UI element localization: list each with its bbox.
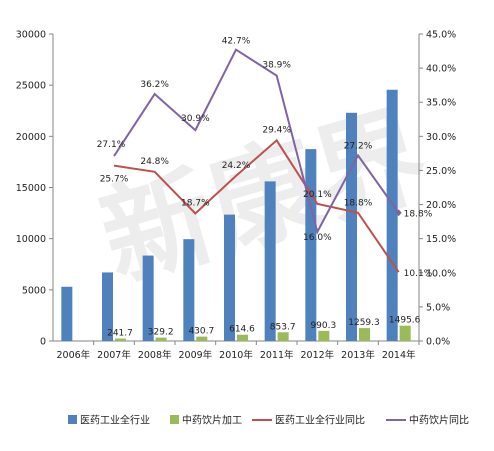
- bar-pharma-industry: [142, 255, 154, 341]
- bar-label-tcm-pieces: 1259.3: [348, 318, 380, 328]
- line-label-tcm-yoy: 42.7%: [222, 37, 251, 47]
- bar-pharma-industry: [264, 181, 276, 341]
- right-tick-label: 10.0%: [426, 268, 456, 279]
- line-label-pharma-yoy: 20.1%: [303, 190, 332, 200]
- bar-pharma-industry: [224, 214, 235, 341]
- bar-label-tcm-pieces: 430.7: [188, 327, 214, 337]
- line-label-tcm-yoy: 30.9%: [181, 114, 210, 124]
- x-tick-label: 2012年: [300, 349, 334, 361]
- x-tick-label: 2014年: [382, 349, 416, 361]
- legend-label: 医药工业全行业同比: [275, 414, 365, 427]
- data-labels: 241.7 329.2 430.7 614.6 853.7 990.3 1259.3 1495…: [97, 37, 433, 339]
- x-tick-label: 2009年: [178, 349, 212, 361]
- line-label-pharma-yoy: 18.8%: [344, 199, 373, 209]
- legend-swatch: [68, 415, 77, 424]
- legend-label: 中药饮片同比: [409, 414, 469, 427]
- line-label-tcm-yoy: 36.2%: [140, 80, 169, 90]
- marker-tcm-yoy: [395, 209, 402, 217]
- line-label-tcm-yoy: 18.8%: [404, 210, 433, 220]
- bar-label-tcm-pieces: 241.7: [107, 329, 133, 339]
- bar-tcm-pieces: [399, 325, 411, 341]
- bar-label-tcm-pieces: 329.2: [148, 328, 174, 338]
- bar-tcm-pieces: [155, 337, 167, 341]
- right-tick-label: 0.0%: [426, 337, 450, 348]
- legend-label: 医药工业全行业: [80, 414, 150, 427]
- x-tick-label: 2013年: [341, 349, 375, 361]
- bar-tcm-pieces: [115, 338, 126, 341]
- left-tick-label: 10000: [16, 234, 46, 245]
- line-tcm-yoy: [113, 48, 400, 235]
- bar-pharma-industry: [61, 286, 73, 341]
- line-label-pharma-yoy: 29.4%: [262, 125, 291, 135]
- line-label-tcm-yoy: 16.0%: [303, 233, 332, 243]
- axes: 0 5000 10000 15000 20000 25000 30000 0.0% 5.0% 10…: [16, 30, 456, 362]
- legend-label: 中药饮片加工: [182, 414, 242, 427]
- right-tick-label: 40.0%: [426, 64, 456, 75]
- right-tick-label: 15.0%: [426, 234, 456, 245]
- bar-tcm-pieces: [237, 334, 248, 341]
- line-label-pharma-yoy: 24.2%: [222, 161, 251, 171]
- bar-pharma-industry: [346, 112, 357, 342]
- line-pharma-yoy: [113, 138, 400, 273]
- line-label-tcm-yoy: 27.2%: [344, 141, 373, 151]
- right-tick-label: 35.0%: [426, 98, 456, 109]
- bar-tcm-pieces: [318, 330, 330, 341]
- line-label-pharma-yoy: 25.7%: [100, 175, 129, 185]
- right-tick-label: 5.0%: [426, 302, 450, 313]
- left-tick-label: 25000: [16, 81, 46, 92]
- bar-label-tcm-pieces: 614.6: [229, 325, 255, 335]
- bar-tcm-pieces: [196, 336, 208, 341]
- line-label-tcm-yoy: 27.1%: [97, 140, 126, 150]
- line-label-pharma-yoy: 10.1%: [404, 269, 433, 279]
- line-label-tcm-yoy: 38.9%: [262, 61, 291, 71]
- left-tick-label: 15000: [16, 183, 46, 194]
- left-tick-label: 0: [40, 337, 46, 348]
- right-tick-label: 45.0%: [426, 30, 456, 41]
- lines: [113, 48, 402, 273]
- right-tick-label: 20.0%: [426, 200, 456, 211]
- line-label-pharma-yoy: 18.7%: [181, 198, 210, 208]
- bar-label-tcm-pieces: 1495.6: [389, 316, 421, 326]
- left-tick-label: 30000: [16, 30, 46, 41]
- x-tick-label: 2010年: [219, 349, 253, 361]
- legend: 医药工业全行业 中药饮片加工 医药工业全行业同比 中药饮片同比: [68, 414, 469, 427]
- bar-label-tcm-pieces: 853.7: [270, 322, 296, 332]
- left-tick-label: 20000: [16, 132, 46, 143]
- bar-tcm-pieces: [277, 332, 289, 341]
- right-tick-label: 30.0%: [426, 132, 456, 143]
- x-tick-label: 2011年: [260, 349, 294, 361]
- bar-pharma-industry: [102, 272, 113, 341]
- bar-pharma-industry: [386, 89, 398, 341]
- x-tick-label: 2007年: [97, 349, 131, 361]
- bar-pharma-industry: [305, 149, 317, 341]
- left-tick-label: 5000: [22, 285, 46, 296]
- line-label-pharma-yoy: 24.8%: [140, 157, 169, 167]
- right-tick-label: 25.0%: [426, 166, 456, 177]
- bars: [61, 89, 411, 342]
- legend-swatch: [170, 415, 179, 424]
- x-tick-label: 2006年: [56, 349, 90, 361]
- bar-pharma-industry: [183, 239, 195, 341]
- bar-label-tcm-pieces: 990.3: [310, 321, 336, 331]
- x-tick-label: 2008年: [138, 349, 172, 361]
- bar-tcm-pieces: [359, 328, 370, 341]
